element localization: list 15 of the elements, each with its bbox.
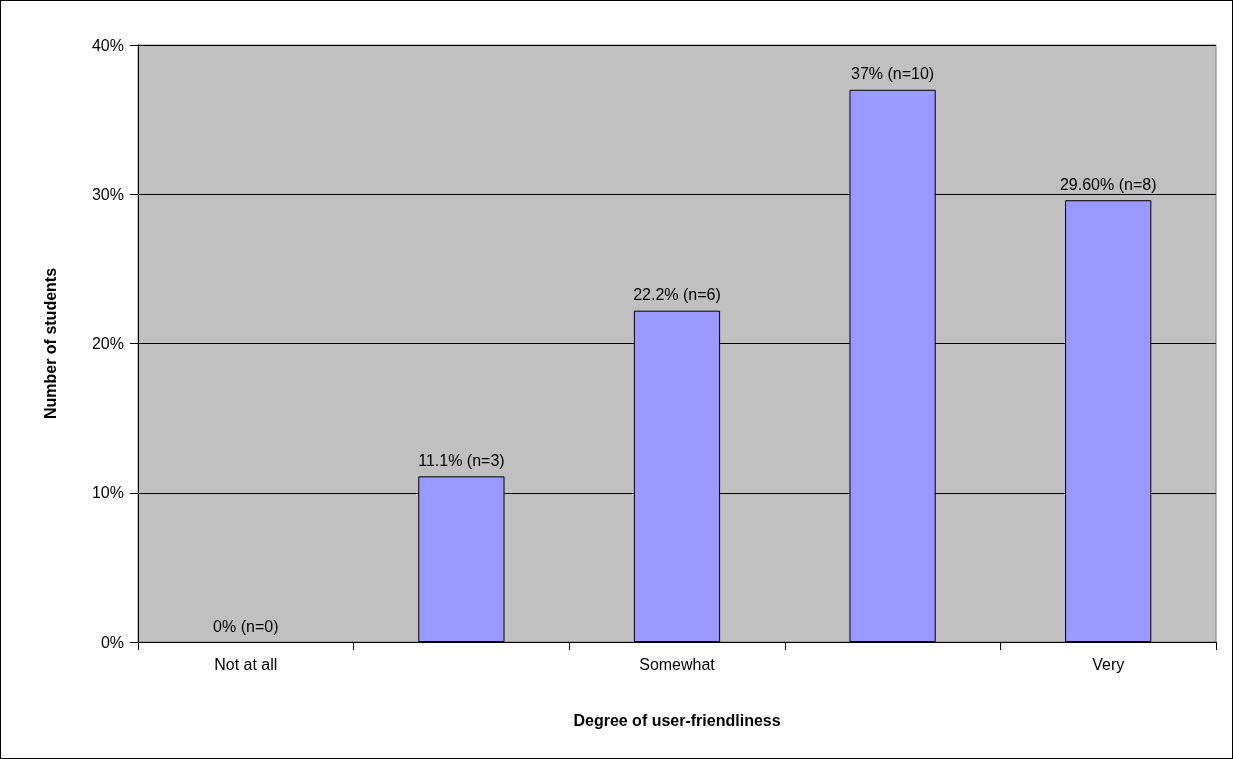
y-tick-label: 30% — [91, 185, 124, 203]
y-tick-label: 10% — [91, 484, 124, 502]
x-tick-label: Very — [1092, 655, 1125, 673]
x-tick-label: Somewhat — [639, 655, 716, 673]
y-tick-label: 40% — [91, 36, 124, 54]
data-label: 22.2% (n=6) — [633, 286, 721, 304]
data-label: 11.1% (n=3) — [418, 451, 505, 469]
data-label: 29.60% (n=8) — [1059, 175, 1157, 193]
data-label: 37% (n=10) — [851, 65, 935, 83]
x-tick-label: Not at all — [214, 655, 278, 673]
data-label: 0% (n=0) — [213, 617, 279, 635]
x-axis-title: Degree of user-friendliness — [573, 711, 781, 729]
y-axis-title: Number of students — [41, 267, 59, 420]
y-tick-label: 20% — [91, 335, 124, 352]
y-tick-label: 0% — [100, 633, 124, 651]
